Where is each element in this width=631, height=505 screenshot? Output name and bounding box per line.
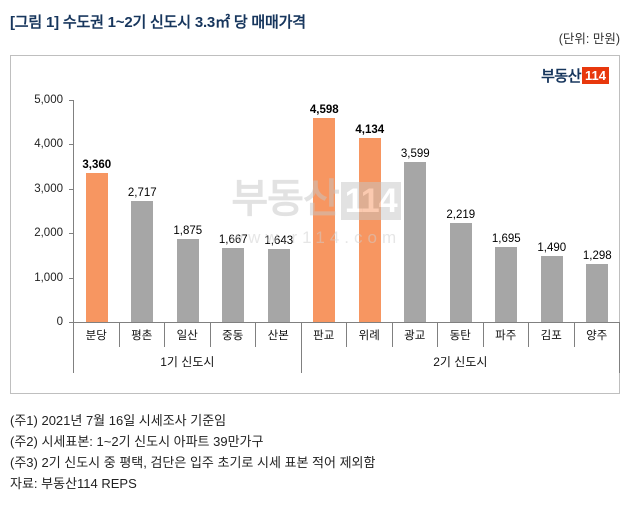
bar-value-label: 3,599 bbox=[400, 148, 430, 161]
y-axis-tick-mark bbox=[69, 188, 73, 190]
y-axis-tick-label: 1,000 bbox=[34, 271, 63, 284]
y-axis: 5,000 4,000 3,000 2,000 1,000 0 bbox=[11, 94, 73, 328]
bar-slot-분당: 3,360 bbox=[74, 100, 120, 322]
footnotes: (주1) 2021년 7월 16일 시세조사 기준임 (주2) 시세표본: 1~… bbox=[10, 410, 375, 494]
y-axis-tick-label: 3,000 bbox=[34, 182, 63, 195]
x-axis-category-row: 분당 평촌 일산 중동 산본 판교 위례 광교 동탄 파주 김포 양주 bbox=[73, 322, 620, 347]
bar bbox=[540, 255, 563, 322]
y-axis-tick-mark bbox=[69, 100, 73, 101]
x-axis-category-label: 양주 bbox=[575, 322, 620, 347]
y-axis-tick-mark bbox=[69, 322, 73, 323]
bar-slot-동탄: 2,219 bbox=[438, 100, 484, 322]
x-axis-group-row: 1기 신도시 2기 신도시 bbox=[73, 347, 620, 373]
bar bbox=[449, 223, 472, 322]
bar-value-label: 2,219 bbox=[446, 209, 476, 222]
bar bbox=[267, 249, 290, 322]
x-axis-category-label: 일산 bbox=[165, 322, 211, 347]
bar bbox=[131, 201, 154, 322]
brand-logo: 부동산 114 bbox=[541, 65, 609, 86]
bar-value-label: 1,667 bbox=[218, 234, 248, 246]
figure-title: [그림 1] 수도권 1~2기 신도시 3.3㎡ 당 매매가격 bbox=[10, 14, 306, 31]
y-axis-tick-label: 2,000 bbox=[34, 227, 63, 240]
unit-label: (단위: 만원) bbox=[558, 32, 620, 46]
y-axis-tick-label: 0 bbox=[56, 316, 63, 328]
x-axis-category-label: 파주 bbox=[484, 322, 529, 347]
x-axis-group-label: 2기 신도시 bbox=[302, 347, 620, 373]
brand-logo-text: 부동산 bbox=[541, 68, 582, 85]
x-axis-category-label: 판교 bbox=[302, 322, 347, 347]
bar-slot-광교: 3,599 bbox=[393, 100, 439, 322]
bar-slot-위례: 4,134 bbox=[347, 100, 393, 322]
bar bbox=[313, 117, 336, 322]
x-axis-category-label: 김포 bbox=[529, 322, 575, 347]
bar bbox=[358, 138, 381, 322]
y-axis-tick-label: 5,000 bbox=[34, 94, 63, 106]
bar-value-label: 4,134 bbox=[355, 124, 385, 137]
bar-value-label: 4,598 bbox=[309, 103, 339, 116]
bar-value-label: 1,643 bbox=[264, 235, 294, 248]
y-axis-tick-mark bbox=[69, 277, 73, 279]
x-axis-category-label: 중동 bbox=[211, 322, 256, 347]
bar-value-label: 3,360 bbox=[82, 158, 112, 171]
source-note: 자료: 부동산114 REPS bbox=[10, 476, 137, 491]
y-axis-tick-mark bbox=[69, 144, 73, 146]
bar-slot-평촌: 2,717 bbox=[120, 100, 166, 322]
y-axis-tick-mark bbox=[69, 233, 73, 235]
bar bbox=[85, 172, 108, 322]
x-axis-category-label: 광교 bbox=[393, 322, 438, 347]
bar-value-label: 1,875 bbox=[173, 224, 203, 237]
bar-slot-양주: 1,298 bbox=[575, 100, 621, 322]
bar-slot-김포: 1,490 bbox=[529, 100, 575, 322]
brand-logo-badge: 114 bbox=[582, 67, 609, 84]
bar bbox=[176, 238, 199, 322]
bar-slot-중동: 1,667 bbox=[211, 100, 257, 322]
bar-slot-판교: 4,598 bbox=[302, 100, 348, 322]
x-axis-category-label: 평촌 bbox=[120, 322, 165, 347]
x-axis-category-label: 분당 bbox=[74, 322, 120, 347]
bar-value-label: 1,695 bbox=[491, 232, 521, 245]
bar-slot-파주: 1,695 bbox=[484, 100, 530, 322]
bar-slot-일산: 1,875 bbox=[165, 100, 211, 322]
x-axis-category-label: 산본 bbox=[256, 322, 302, 347]
footnote-3: (주3) 2기 신도시 중 평택, 검단은 입주 초기로 시세 표본 적어 제외… bbox=[10, 455, 376, 470]
x-axis-group-label: 1기 신도시 bbox=[74, 347, 302, 373]
bar-value-label: 2,717 bbox=[127, 187, 157, 200]
bar-slot-산본: 1,643 bbox=[256, 100, 302, 322]
chart-panel: 부동산 114 부동산 114 www.r114.com 5,000 4,000 3,… bbox=[10, 55, 620, 394]
footnote-1: (주1) 2021년 7월 16일 시세조사 기준임 bbox=[10, 413, 227, 428]
x-axis-category-label: 위례 bbox=[347, 322, 393, 347]
y-axis-tick-label: 4,000 bbox=[34, 138, 63, 151]
bar bbox=[495, 246, 518, 322]
x-axis-category-label: 동탄 bbox=[438, 322, 484, 347]
bar bbox=[222, 248, 245, 322]
plot-area: 3,360 2,717 1,875 1,667 1,643 4,598 4,134 3,599… bbox=[73, 100, 620, 323]
bar-value-label: 1,490 bbox=[537, 241, 567, 254]
bar bbox=[404, 162, 427, 322]
footnote-2: (주2) 시세표본: 1~2기 신도시 아파트 39만가구 bbox=[10, 434, 264, 449]
bar-value-label: 1,298 bbox=[582, 250, 612, 263]
bar bbox=[586, 264, 609, 322]
